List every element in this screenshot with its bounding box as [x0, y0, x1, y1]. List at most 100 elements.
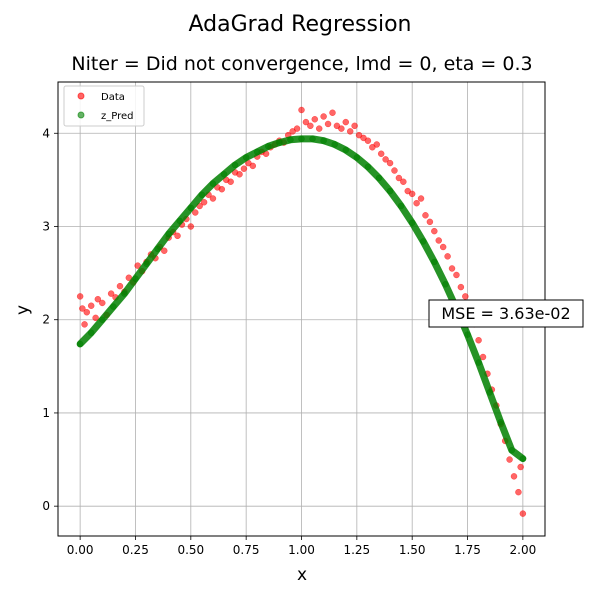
z-pred-point [220, 171, 228, 178]
data-point [417, 195, 425, 202]
data-point [475, 336, 482, 344]
z-pred-point [320, 137, 327, 144]
data-point [329, 109, 336, 117]
data-point [462, 293, 469, 300]
data-point [519, 510, 527, 517]
data-point [453, 271, 460, 279]
data-point [510, 473, 518, 480]
z-pred-point [187, 204, 195, 212]
x-tick-label: 1.75 [454, 543, 481, 557]
data-point [79, 305, 86, 312]
z-pred-point [253, 148, 261, 156]
z-pred-point [475, 359, 482, 366]
z-pred-point [364, 163, 372, 171]
z-pred-point [519, 455, 527, 462]
data-point [92, 314, 99, 322]
y-tick-label: 1 [42, 406, 50, 420]
z-pred-point [143, 260, 150, 268]
z-pred-point [99, 316, 106, 323]
data-point [161, 247, 168, 254]
data-point [192, 209, 199, 216]
data-point [515, 488, 522, 496]
legend: Data z_Pred [63, 85, 145, 127]
z-pred-point [154, 245, 161, 253]
data-point [457, 283, 465, 291]
y-tick-label: 4 [42, 126, 50, 140]
data-point [94, 295, 102, 303]
data-point [218, 185, 226, 193]
data-point [293, 125, 301, 132]
legend-label-pred: z_Pred [101, 111, 134, 122]
y-tick-label: 3 [42, 219, 50, 233]
data-point [99, 299, 106, 307]
data-point [426, 218, 434, 226]
mse-annotation-box [428, 299, 584, 328]
y-tick-label: 0 [42, 499, 50, 513]
data-point [76, 293, 84, 300]
data-point [351, 122, 358, 130]
data-point [187, 223, 195, 230]
data-point [311, 116, 319, 123]
data-point [236, 171, 243, 178]
data-point [324, 120, 332, 128]
data-point [87, 302, 95, 309]
data-point [444, 253, 451, 260]
data-point [116, 282, 124, 290]
data-point [200, 199, 208, 206]
data-point [422, 212, 429, 219]
data-point [517, 463, 524, 471]
data-point [240, 165, 248, 172]
y-tick-label: 2 [42, 313, 50, 327]
z-pred-point [331, 141, 338, 148]
x-tick-label: 0.25 [122, 543, 149, 557]
x-tick-label: 0.00 [67, 543, 94, 557]
data-point [315, 125, 323, 132]
y-axis-ticks: 0 1 2 3 4 [42, 126, 58, 513]
data-point [435, 237, 442, 244]
data-point [382, 156, 389, 163]
chart-title: Niter = Did not convergence, lmd = 0, et… [71, 53, 532, 75]
data-point [506, 456, 513, 463]
data-point [439, 243, 447, 251]
data-point [400, 178, 407, 185]
x-tick-label: 1.25 [343, 543, 370, 557]
x-tick-label: 0.75 [233, 543, 260, 557]
z-pred-point [198, 191, 206, 199]
data-point [107, 290, 115, 297]
z-pred-point [386, 187, 394, 195]
z-pred-point [287, 136, 294, 144]
mse-annotation-text: MSE = 3.63e-02 [441, 304, 570, 323]
scatter-points [76, 106, 527, 517]
z-pred-point [209, 180, 217, 187]
x-axis-label: x [297, 565, 307, 585]
data-point [81, 321, 88, 328]
data-point [391, 167, 398, 174]
z-pred-point [132, 275, 139, 282]
legend-marker-pred [77, 111, 85, 119]
data-point [346, 128, 354, 135]
z-pred-point [442, 281, 449, 288]
x-tick-label: 1.00 [288, 543, 315, 557]
z-pred-point [420, 238, 427, 245]
data-point [83, 309, 91, 316]
series-z-pred [76, 135, 527, 463]
z-pred-point [165, 230, 172, 238]
z-pred-point [265, 143, 272, 150]
z-pred-point [309, 135, 316, 143]
y-axis-label: y [13, 305, 33, 315]
chart-suptitle: AdaGrad Regression [189, 12, 412, 37]
data-point [174, 232, 181, 240]
legend-marker-data [77, 92, 85, 100]
z-pred-point [276, 139, 283, 146]
data-point [227, 178, 234, 185]
data-point [373, 141, 381, 148]
z-pred-point [76, 340, 84, 348]
z-pred-point [231, 161, 239, 169]
x-tick-label: 0.50 [177, 543, 204, 557]
data-point [320, 113, 327, 120]
data-point [302, 118, 310, 126]
z-pred-point [508, 446, 516, 454]
data-point [395, 174, 403, 182]
data-point [386, 159, 394, 167]
data-point [342, 118, 350, 126]
